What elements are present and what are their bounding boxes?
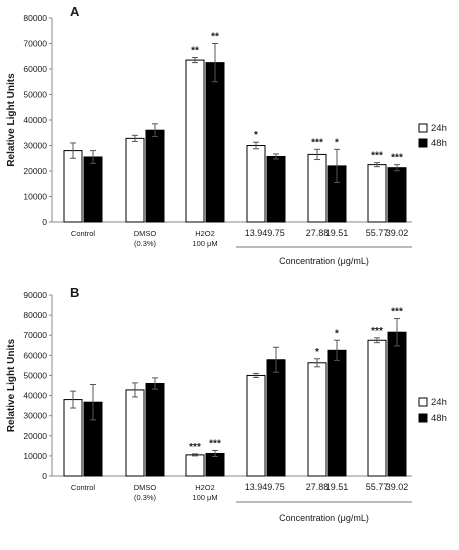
category-label: 19.51	[326, 228, 349, 238]
panel-label: A	[70, 4, 80, 19]
bar-24h-1	[125, 389, 145, 477]
category-label: 39.02	[386, 228, 409, 238]
category-label: 13.94	[245, 482, 268, 492]
significance-mark: **	[211, 32, 219, 43]
legend-label-48h: 48h	[431, 138, 447, 149]
y-tick-label: 10000	[23, 192, 47, 202]
category-label: H2O2	[195, 229, 215, 238]
y-tick-label: 40000	[23, 391, 47, 401]
significance-mark: **	[191, 46, 199, 57]
significance-mark: ***	[209, 438, 221, 449]
y-tick-label: 20000	[23, 431, 47, 441]
bar-24h-0	[63, 399, 83, 477]
y-tick-label: 0	[42, 471, 47, 481]
group-label: Concentration (μg/mL)	[279, 256, 369, 266]
category-label: DMSO	[134, 229, 157, 238]
y-tick-label: 80000	[23, 13, 47, 23]
category-label: DMSO	[134, 483, 157, 492]
legend-swatch-48h	[418, 138, 428, 148]
bar-24h-5	[367, 339, 387, 477]
y-axis-label: Relative Light Units	[6, 338, 17, 432]
group-label: Concentration (μg/mL)	[279, 513, 369, 523]
y-tick-label: 50000	[23, 90, 47, 100]
bar-24h-0	[63, 150, 83, 223]
category-label: 100 μM	[192, 493, 217, 502]
category-label: Control	[71, 483, 96, 492]
bar-48h-3	[266, 359, 286, 477]
legend-label-48h: 48h	[431, 413, 447, 424]
legend-label-24h: 24h	[431, 123, 447, 134]
bar-24h-3	[246, 374, 266, 477]
y-tick-label: 60000	[23, 64, 47, 74]
category-label: 39.02	[386, 482, 409, 492]
y-tick-label: 40000	[23, 115, 47, 125]
category-label: 9.75	[267, 228, 285, 238]
y-tick-label: 20000	[23, 166, 47, 176]
significance-mark: *	[335, 328, 339, 339]
significance-mark: ***	[371, 326, 383, 337]
category-label: H2O2	[195, 483, 215, 492]
bar-48h-1	[145, 129, 165, 223]
category-label: Control	[71, 229, 96, 238]
significance-mark: *	[315, 347, 319, 358]
y-tick-label: 30000	[23, 141, 47, 151]
significance-mark: ***	[189, 442, 201, 453]
bar-24h-3	[246, 145, 266, 223]
significance-mark: *	[335, 137, 339, 148]
chart-panel-A: A Relative Light Units 0 10000 20000 30000 400…	[6, 4, 447, 266]
category-label: 13.94	[245, 228, 268, 238]
y-tick-label: 60000	[23, 350, 47, 360]
bar-24h-5	[367, 164, 387, 223]
bar-24h-2	[185, 59, 205, 223]
y-tick-label: 50000	[23, 370, 47, 380]
category-label: 9.75	[267, 482, 285, 492]
y-tick-label: 30000	[23, 411, 47, 421]
category-label: 100 μM	[192, 239, 217, 248]
y-tick-label: 0	[42, 217, 47, 227]
bar-24h-2	[185, 454, 205, 477]
category-label: 19.51	[326, 482, 349, 492]
y-axis-label: Relative Light Units	[6, 73, 17, 167]
bar-48h-3	[266, 155, 286, 223]
bar-48h-2	[205, 62, 225, 223]
significance-mark: ***	[371, 151, 383, 162]
bar-48h-0	[83, 156, 103, 223]
category-label: 27.88	[306, 228, 329, 238]
category-label: 55.77	[366, 482, 389, 492]
bar-24h-4	[307, 362, 327, 477]
chart-panel-B: B Relative Light Units 0 10000 20000 30000 400…	[6, 285, 447, 523]
bar-24h-4	[307, 153, 327, 223]
y-tick-label: 90000	[23, 290, 47, 300]
bar-48h-4	[327, 349, 347, 477]
bar-48h-5	[387, 167, 407, 223]
significance-mark: ***	[391, 307, 403, 318]
category-label: (0.3%)	[134, 239, 157, 248]
significance-mark: ***	[311, 137, 323, 148]
legend-swatch-24h	[418, 123, 428, 133]
category-label: 27.88	[306, 482, 329, 492]
legend-label-24h: 24h	[431, 397, 447, 408]
category-label: 55.77	[366, 228, 389, 238]
category-label: (0.3%)	[134, 493, 157, 502]
significance-mark: ***	[391, 153, 403, 164]
bar-48h-1	[145, 382, 165, 477]
significance-mark: *	[254, 130, 258, 141]
legend-swatch-24h	[418, 397, 428, 407]
y-tick-label: 80000	[23, 310, 47, 320]
bar-24h-1	[125, 137, 145, 223]
legend-swatch-48h	[418, 413, 428, 423]
y-tick-label: 10000	[23, 451, 47, 461]
y-tick-label: 70000	[23, 39, 47, 49]
y-tick-label: 70000	[23, 330, 47, 340]
panel-label: B	[70, 285, 79, 300]
bar-48h-5	[387, 331, 407, 477]
